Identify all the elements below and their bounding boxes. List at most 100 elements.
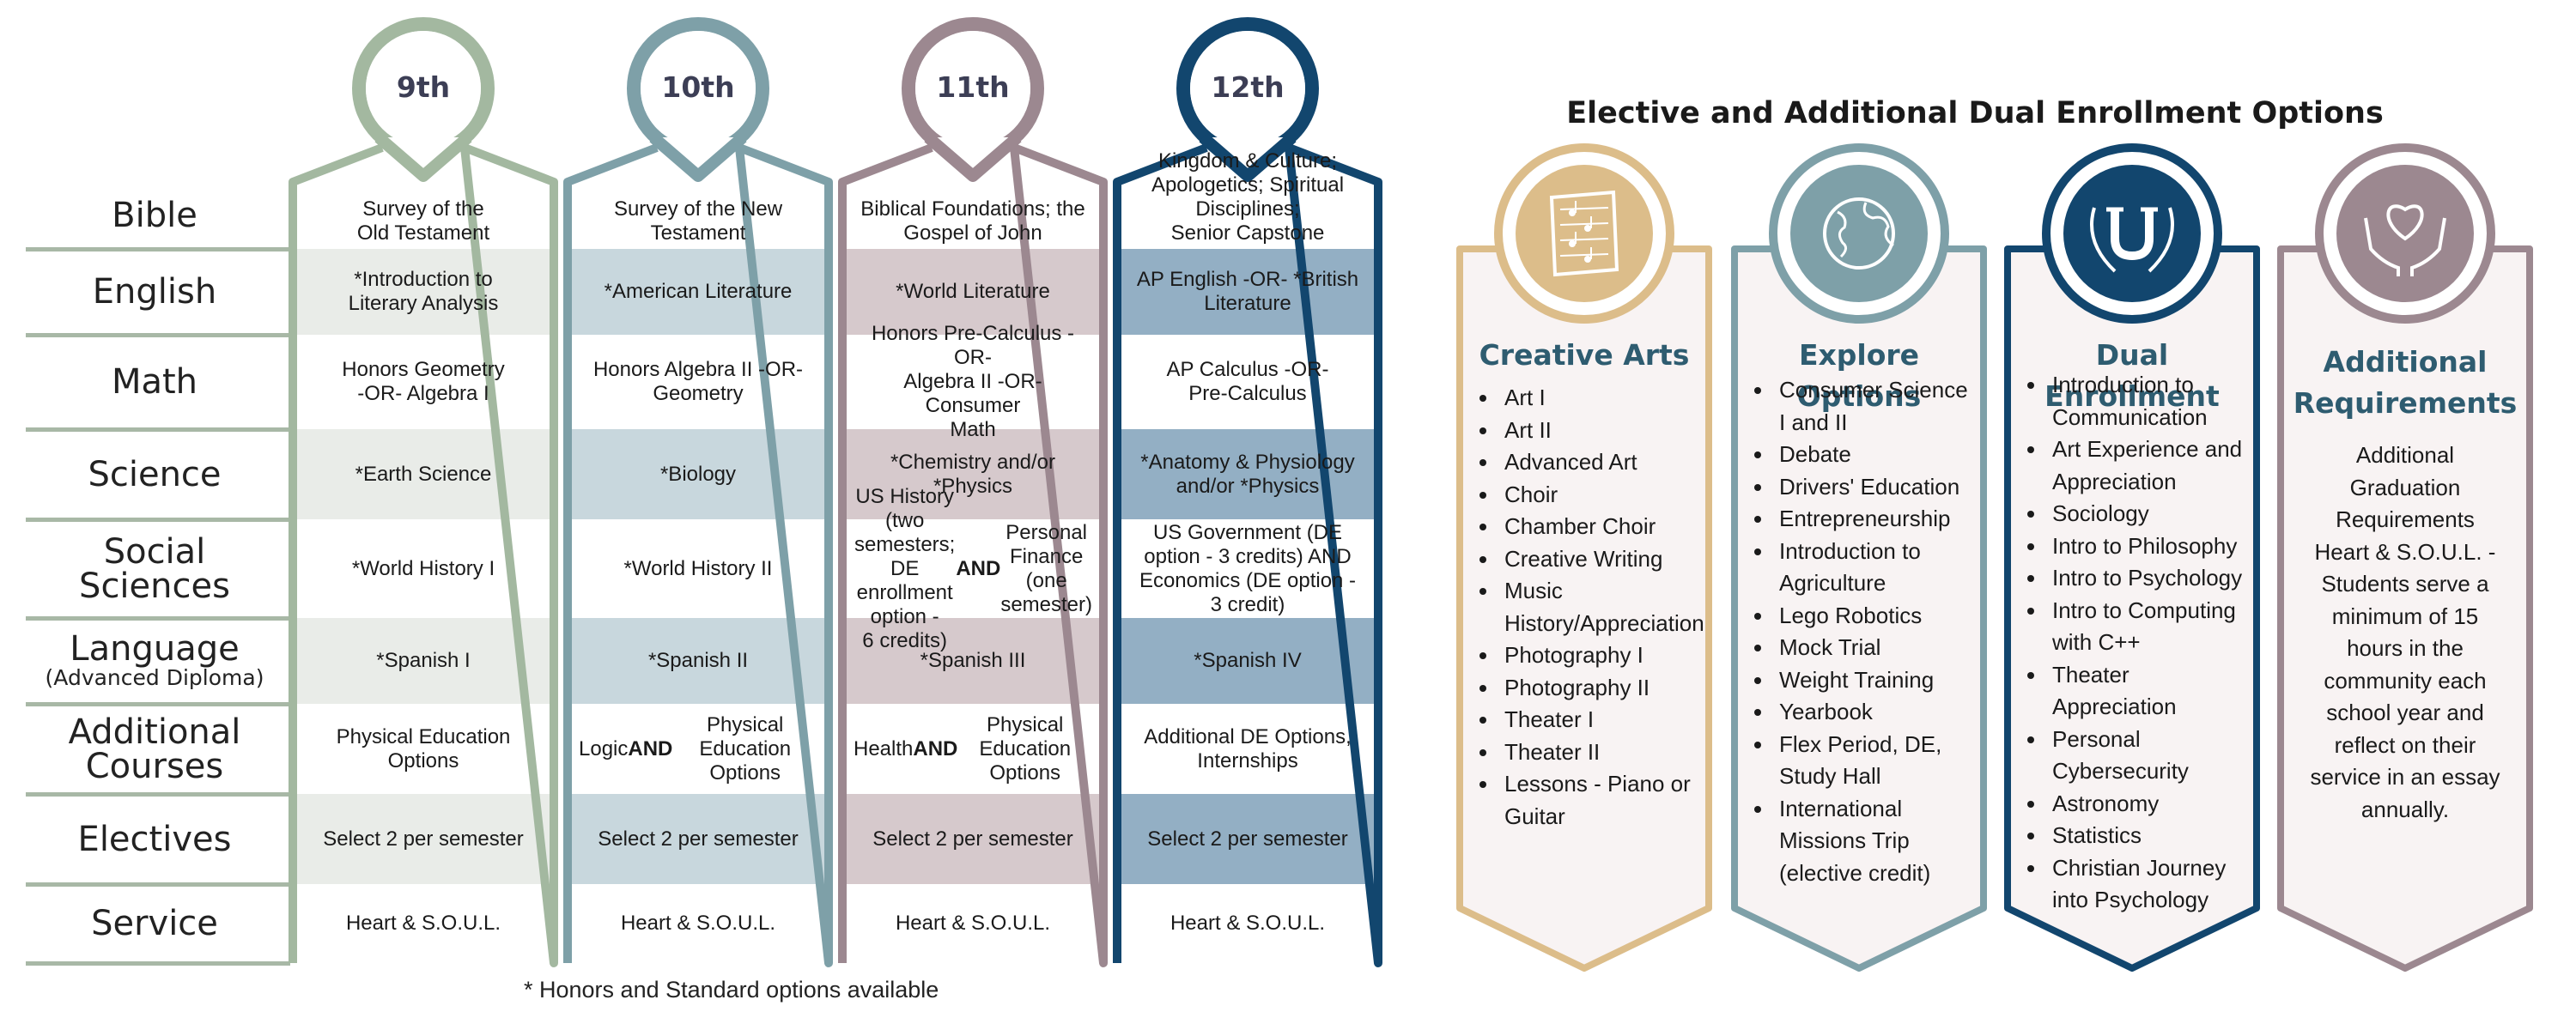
card-item-list: Art IArt IIAdvanced ArtChoirChamber Choi… (1473, 382, 1731, 833)
row-label-subtext: (Advanced Diploma) (45, 665, 264, 690)
card-item: Sociology (2047, 498, 2279, 530)
course-cell: Physical Education Options (336, 724, 511, 772)
card-item: Statistics (2047, 820, 2279, 852)
course-cell: *American Literature (604, 280, 793, 303)
course-cell: AP English -OR- *British Literature (1136, 268, 1359, 315)
course-cell: Survey of the Old Testament (356, 197, 490, 245)
course-cell: Select 2 per semester (323, 827, 524, 851)
row-divider (26, 702, 290, 706)
course-cell: Health AND Physical Education Options (854, 712, 1072, 785)
course-cell: Honors Pre-Calculus -OR-Algebra II -OR- … (872, 322, 1074, 441)
row-label-science: Science (26, 429, 283, 519)
course-cell: Survey of the New Testament (613, 197, 783, 245)
row-label-service: Service (26, 884, 283, 963)
course-cell: Honors Geometry -OR- Algebra I (342, 358, 505, 405)
course-cell: *Spanish III (920, 649, 1026, 672)
course-cell: *Chemistry and/or *Physics (890, 450, 1056, 498)
row-divider (26, 961, 290, 966)
row-divider (26, 792, 290, 797)
row-label-bible: Bible (26, 182, 283, 249)
card-item: Astronomy (2047, 788, 2279, 821)
card-item: Intro to Philosophy (2047, 530, 2279, 563)
course-cell: *World History II (623, 556, 773, 580)
row-divider (26, 518, 290, 522)
grade-badge-label: 12th (1211, 70, 1285, 104)
course-cell: Heart & S.O.U.L. (345, 912, 501, 935)
card-description: Additional Graduation Requirements Heart & … (2310, 442, 2500, 822)
university-laurel-icon (2090, 207, 2174, 273)
course-cell: *Biology (659, 462, 737, 486)
card-item: Photography II (1499, 672, 1731, 705)
course-cell: US Government (DE option - 3 credits) AND… (1139, 520, 1357, 616)
row-label-additional-courses: Additional Courses (26, 704, 283, 794)
course-cell: Additional DE Options, Internships (1144, 724, 1352, 772)
row-label-english: English (26, 249, 283, 335)
course-cell: AP Calculus -OR- Pre-Calculus (1166, 358, 1329, 405)
row-divider (26, 882, 290, 887)
course-cell: Heart & S.O.U.L. (620, 912, 776, 935)
row-label-text: Electives (77, 819, 232, 859)
card-item: Entrepreneurship (1774, 503, 2006, 536)
course-cell: *Earth Science (355, 462, 492, 486)
card-item: Flex Period, DE,Study Hall (1774, 729, 2006, 793)
card-title: Additional Requirements (2293, 345, 2518, 420)
course-cell: *Spanish I (376, 649, 471, 672)
course-cell: Select 2 per semester (598, 827, 799, 851)
grade-badge-label: 10th (661, 70, 735, 104)
course-cell: Select 2 per semester (1147, 827, 1348, 851)
card-item: Choir (1499, 479, 1731, 512)
course-cell: Kingdom & Culture; Apologetics; Spiritual… (1151, 149, 1345, 245)
row-label-social-sciences: Social Sciences (26, 519, 283, 618)
row-label-language: Language (Advanced Diploma) (26, 618, 283, 704)
course-cell: *Introduction to Literary Analysis (348, 268, 499, 315)
row-label-text: English (92, 272, 217, 312)
row-divider (26, 427, 290, 432)
electives-title: Elective and Additional Dual Enrollment … (1566, 96, 2384, 130)
course-cell: *Anatomy & Physiology and/or *Physics (1140, 450, 1355, 498)
card-item: Mock Trial (1774, 632, 2006, 664)
footnote: * Honors and Standard options available (524, 977, 939, 1003)
row-label-text: Additional Courses (68, 712, 241, 786)
card-item: Weight Training (1774, 664, 2006, 697)
grade-badge-label: 11th (936, 70, 1010, 104)
row-label-electives: Electives (26, 794, 283, 884)
card-item: Yearbook (1774, 696, 2006, 729)
globe-icon (1823, 197, 1895, 270)
course-cell: *Spanish IV (1194, 649, 1302, 672)
course-cell: Biblical Foundations; the Gospel of John (860, 197, 1085, 245)
card-item: Theater I (1499, 704, 1731, 736)
row-label-text: Language (70, 629, 240, 669)
card-item: Art I (1499, 382, 1731, 415)
row-label-text: Service (91, 904, 218, 943)
course-cell: US History (two semesters;DE enrollment … (854, 485, 1092, 652)
card-item: Advanced Art (1499, 446, 1731, 479)
row-label-text: Math (111, 362, 198, 402)
icon-ring (1769, 143, 1949, 324)
course-cell: *World History I (351, 556, 495, 580)
card-item: Lego Robotics (1774, 600, 2006, 633)
course-cell: Heart & S.O.U.L. (895, 912, 1051, 935)
course-cell: *World Literature (896, 280, 1050, 303)
card-item: Creative Writing (1499, 543, 1731, 576)
course-cell: Honors Algebra II -OR- Geometry (592, 358, 804, 405)
course-cell: Heart & S.O.U.L. (1170, 912, 1326, 935)
course-cell: *Spanish II (647, 649, 749, 672)
row-divider (26, 616, 290, 621)
row-divider (26, 333, 290, 337)
course-cell: Logic AND Physical Education Options (579, 712, 792, 785)
course-cell: Select 2 per semester (872, 827, 1073, 851)
sheet-music-icon (1549, 190, 1619, 277)
icon-ring (2315, 143, 2495, 324)
card-item: Drivers' Education (1774, 471, 2006, 504)
card-item: Intro to Psychology (2047, 562, 2279, 595)
card-item: Theater II (1499, 736, 1731, 769)
row-label-text: Science (88, 454, 222, 494)
